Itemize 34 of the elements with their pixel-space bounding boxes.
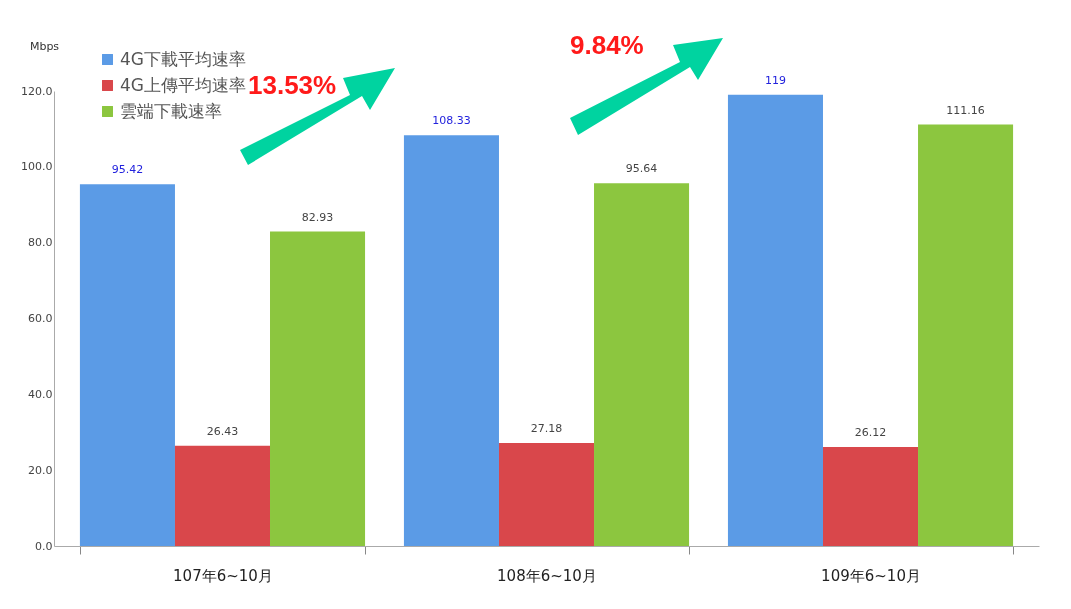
legend-label: 4G上傳平均速率 xyxy=(120,74,246,95)
data-label: 27.18 xyxy=(530,421,563,435)
bar xyxy=(822,446,919,546)
annotation: 13.53% xyxy=(248,70,337,101)
bar xyxy=(403,135,499,546)
y-tick-label: 0.0 xyxy=(35,539,53,553)
x-tick-label: 107年6~10月 xyxy=(173,566,273,585)
data-label: 82.93 xyxy=(301,210,334,224)
bar xyxy=(594,183,690,546)
y-tick-label: 20.0 xyxy=(28,463,53,477)
bar xyxy=(918,124,1014,546)
x-tick-label: 108年6~10月 xyxy=(497,566,597,585)
data-label: 26.12 xyxy=(854,425,887,439)
legend-label: 4G下載平均速率 xyxy=(120,48,246,69)
y-tick-label: 60.0 xyxy=(28,312,53,325)
bar xyxy=(498,442,595,546)
bar xyxy=(79,184,175,546)
data-label: 108.33 xyxy=(432,114,471,128)
data-label: 26.43 xyxy=(206,424,239,438)
legend-label: 雲端下載速率 xyxy=(120,100,222,121)
y-tick-label: 120.0 xyxy=(21,84,53,98)
text: 9.84% xyxy=(570,30,644,61)
bar xyxy=(174,445,271,546)
y-tick-label: 80.0 xyxy=(28,236,53,250)
y-tick-label: 40.0 xyxy=(28,387,53,401)
x-tick-label: 109年6~10月 xyxy=(821,566,921,585)
bar xyxy=(270,231,366,546)
y-axis-title: Mbps xyxy=(29,39,60,53)
data-label: 111.16 xyxy=(946,103,985,117)
data-label: 119 xyxy=(764,73,786,87)
y-tick-label: 100.0 xyxy=(21,160,53,174)
bar xyxy=(727,94,823,546)
data-label: 95.64 xyxy=(625,162,658,176)
data-label: 95.42 xyxy=(111,163,144,177)
